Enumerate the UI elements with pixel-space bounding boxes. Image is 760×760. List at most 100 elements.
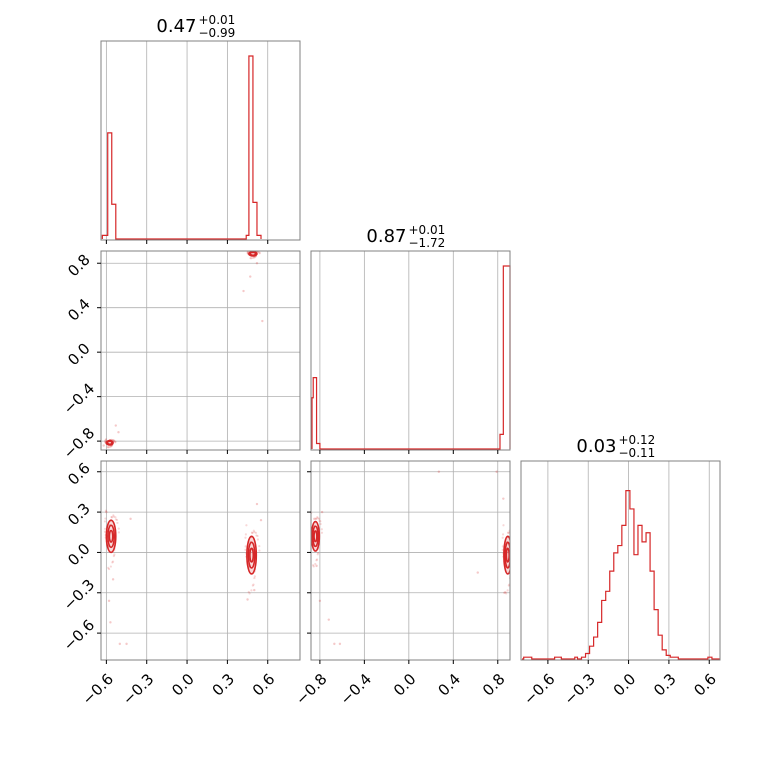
sample-point <box>314 517 317 520</box>
sample-point <box>513 545 515 547</box>
sample-point <box>258 251 261 254</box>
sample-point <box>108 445 111 449</box>
sample-point <box>258 545 261 548</box>
sample-point <box>251 531 254 535</box>
sample-point <box>327 618 330 621</box>
sample-point <box>125 642 128 646</box>
histogram-step-line <box>311 265 511 450</box>
sample-point <box>510 532 512 534</box>
histogram-step-line <box>522 490 720 660</box>
x-tick-label: 0.0 <box>610 670 640 700</box>
sample-point <box>247 590 250 594</box>
sample-point <box>244 536 247 539</box>
sample-point <box>250 531 254 534</box>
sample-point <box>261 319 264 323</box>
histogram-panel-background <box>311 251 510 450</box>
sample-point <box>105 510 108 514</box>
sample-point <box>244 533 247 536</box>
sample-point <box>319 522 322 526</box>
histogram-panel-1 <box>310 250 511 454</box>
density-contour <box>503 535 510 575</box>
sample-point <box>117 431 120 434</box>
sample-point <box>255 262 259 265</box>
sample-point <box>246 598 249 601</box>
x-axis-labels-col-2: −0.6 −0.3 0.0 0.3 0.6 <box>520 670 720 708</box>
sample-point <box>254 531 258 534</box>
sample-point <box>107 599 111 603</box>
y-tick-label: −0.3 <box>60 576 98 614</box>
sample-point <box>259 518 263 522</box>
panel-title-minus: −1.72 <box>409 236 446 250</box>
sample-point <box>110 515 113 519</box>
sample-point <box>244 545 247 548</box>
sample-point <box>250 257 253 260</box>
panel-title-plus: +0.01 <box>199 13 236 27</box>
sample-point <box>111 560 115 563</box>
sample-point <box>333 642 336 646</box>
sample-point <box>338 642 342 646</box>
sample-point <box>501 533 505 536</box>
panel-frame <box>310 250 511 451</box>
sample-point <box>311 564 315 567</box>
sample-point <box>252 529 255 532</box>
sample-point <box>118 642 122 646</box>
sample-point <box>502 497 505 500</box>
panel-title-value: 0.03 <box>576 436 616 457</box>
sample-point <box>104 439 107 442</box>
density-contour <box>105 519 117 554</box>
sample-point <box>257 251 260 254</box>
sample-point <box>109 445 112 448</box>
sample-point <box>107 446 110 449</box>
y-tick-label: 0.3 <box>64 499 94 529</box>
sample-point <box>513 549 515 551</box>
sample-point <box>104 438 108 441</box>
sample-point <box>253 588 256 592</box>
y-axis-labels-row-2: −0.6−0.3 0.0 0.3 0.6 <box>60 459 98 654</box>
sample-point <box>114 424 117 427</box>
sample-point <box>249 275 252 278</box>
sample-point <box>244 548 247 551</box>
panel-title-minus: −0.99 <box>199 26 236 40</box>
sample-point <box>317 551 320 555</box>
x-tick-label: 0.0 <box>168 670 198 700</box>
sample-point <box>501 545 504 548</box>
histogram-panel-2 <box>520 460 721 664</box>
sample-point <box>318 599 322 603</box>
sample-point <box>320 531 324 534</box>
sample-point <box>103 530 107 533</box>
y-tick-label: 0.0 <box>64 339 94 369</box>
sample-point <box>242 289 245 293</box>
sample-point <box>505 592 508 595</box>
scatter-panel-0-1 <box>97 250 301 454</box>
sample-point <box>252 583 255 586</box>
sample-point <box>506 531 510 534</box>
sample-point <box>114 516 117 519</box>
sample-point <box>316 516 319 519</box>
sample-point <box>315 558 319 561</box>
scatter-panel-content <box>311 470 515 646</box>
sample-point <box>117 527 120 530</box>
sample-point <box>104 439 107 442</box>
panel-title-plus: +0.12 <box>619 433 656 447</box>
scatter-panel-0-2 <box>97 460 301 664</box>
scatter-panel-1-2 <box>307 460 515 664</box>
sample-point <box>258 549 261 552</box>
sample-point <box>113 553 116 556</box>
density-contour <box>249 251 257 257</box>
panel-title-2: 0.03 +0.12−0.11 <box>576 433 655 460</box>
panel-frame <box>100 460 301 661</box>
sample-point <box>250 589 253 592</box>
sample-point <box>249 257 252 260</box>
sample-point <box>251 584 254 587</box>
density-contour <box>246 535 258 575</box>
sample-point <box>507 531 510 535</box>
y-tick-label: 0.4 <box>64 295 94 325</box>
y-tick-label: −0.8 <box>60 424 98 462</box>
sample-point <box>511 534 513 536</box>
scatter-panel-content <box>102 251 264 449</box>
density-contour <box>504 541 510 569</box>
sample-point <box>506 589 509 592</box>
sample-point <box>512 535 514 537</box>
sample-point <box>111 561 114 564</box>
